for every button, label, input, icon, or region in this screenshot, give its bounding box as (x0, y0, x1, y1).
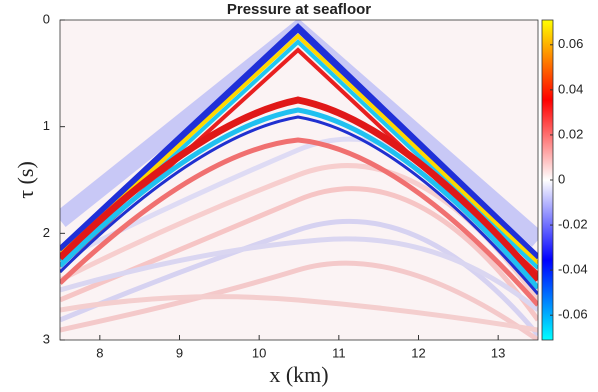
colorbar-tick-label: 0.02 (558, 126, 583, 141)
colorbar-tick-label: -0.04 (558, 262, 588, 277)
y-axis-label: τ (s) (13, 161, 38, 199)
y-tick-label: 3 (43, 331, 50, 346)
plot-frame (59, 19, 539, 341)
y-tick-label: 0 (43, 11, 50, 26)
x-tick-label: 10 (252, 345, 266, 360)
colorbar-tick-label: 0 (558, 171, 565, 186)
x-tick-label: 9 (176, 345, 183, 360)
colorbar-tick-label: 0.06 (558, 36, 583, 51)
x-tick-label: 12 (411, 345, 425, 360)
y-tick-label: 2 (43, 225, 50, 240)
colorbar-tick-label: -0.06 (558, 307, 588, 322)
colorbar-tick-label: 0.04 (558, 81, 583, 96)
chart-title: Pressure at seafloor (227, 1, 371, 18)
x-tick-label: 11 (332, 345, 346, 360)
x-tick-label: 8 (96, 345, 103, 360)
x-axis-label: x (km) (269, 362, 328, 387)
y-tick-label: 1 (43, 118, 50, 133)
colorbar-tick-label: -0.02 (558, 217, 588, 232)
seismic-image (60, 20, 538, 340)
x-tick-label: 13 (491, 345, 505, 360)
